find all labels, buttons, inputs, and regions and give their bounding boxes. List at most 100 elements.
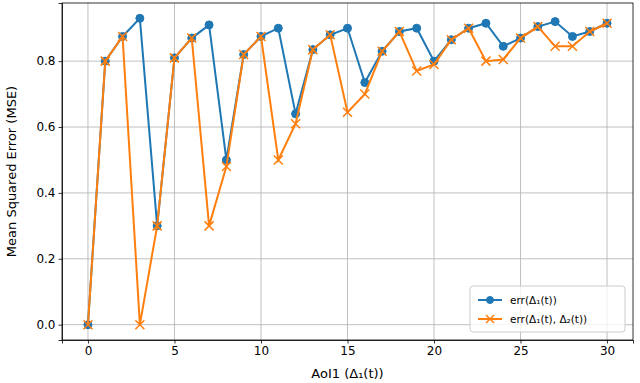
point: [447, 35, 456, 44]
grid-line: [347, 3, 348, 340]
series-line: [88, 18, 607, 324]
marker: [517, 34, 525, 42]
marker: [603, 19, 611, 27]
tick-mark: [607, 340, 608, 344]
y-axis-title: Mean Squared Error (MSE): [4, 86, 19, 257]
marker: [534, 23, 542, 31]
point: [430, 60, 439, 69]
point: [586, 27, 594, 35]
point: [378, 47, 387, 56]
marker: [413, 24, 421, 32]
point: [412, 67, 421, 76]
marker: [256, 32, 265, 41]
point: [187, 34, 196, 43]
tick-mark: [59, 259, 63, 260]
series-group: [83, 14, 611, 329]
point: [482, 19, 490, 27]
marker: [205, 21, 213, 29]
chart: 0510152025300.00.20.40.60.8err(Δ₁(t))err…: [0, 0, 640, 383]
point: [291, 119, 300, 128]
point: [344, 24, 352, 32]
point: [551, 18, 559, 26]
marker: [83, 320, 92, 329]
point: [464, 24, 473, 33]
tick: 25: [513, 340, 528, 358]
point: [205, 21, 213, 29]
tick-label: 0.6: [36, 120, 55, 134]
marker: [568, 32, 576, 40]
point: [118, 32, 127, 41]
marker: [499, 42, 507, 50]
tick: 5: [171, 340, 179, 358]
marker: [153, 221, 162, 230]
tick-mark: [348, 340, 349, 344]
tick-mark: [59, 193, 63, 194]
tick-label: 25: [513, 344, 528, 358]
tick-mark: [59, 325, 63, 326]
tick-mark: [59, 127, 63, 128]
point: [239, 50, 248, 59]
tick: 0.4: [36, 186, 62, 200]
point: [499, 42, 507, 50]
grid-line: [260, 3, 261, 340]
tick-label: 30: [600, 344, 615, 358]
grid-line: [62, 192, 633, 193]
legend-frame: [470, 286, 625, 332]
point: [517, 34, 525, 42]
marker: [481, 57, 490, 66]
marker: [464, 24, 473, 33]
marker: [187, 34, 196, 43]
point: [533, 22, 542, 31]
marker: [395, 27, 403, 35]
legend: err(Δ₁(t))err(Δ₁(t), Δ₂(t)): [470, 286, 625, 332]
tick-label: 0.4: [36, 186, 55, 200]
point: [222, 162, 231, 171]
marker: [568, 42, 577, 51]
tick-label: 20: [427, 344, 442, 358]
tick-mark: [521, 340, 522, 344]
point: [83, 320, 92, 329]
point: [603, 19, 612, 28]
point: [343, 108, 352, 117]
point: [360, 90, 369, 99]
point: [465, 24, 473, 32]
point: [395, 27, 404, 36]
tick: 20: [427, 340, 442, 358]
tick-label: 15: [340, 344, 355, 358]
marker: [291, 119, 300, 128]
point: [516, 34, 525, 43]
point: [603, 19, 611, 27]
plot-frame: [62, 3, 633, 340]
marker: [447, 36, 455, 44]
point: [568, 32, 576, 40]
tick-mark: [59, 61, 63, 62]
point: [135, 320, 144, 329]
point: [499, 55, 508, 64]
tick-label: 0.0: [36, 318, 55, 332]
point: [205, 221, 214, 230]
point: [274, 24, 282, 32]
marker: [378, 47, 387, 56]
marker: [378, 47, 386, 55]
marker: [136, 14, 144, 22]
marker: [135, 320, 144, 329]
point: [585, 27, 594, 36]
point: [308, 45, 317, 54]
marker: [308, 45, 317, 54]
marker: [118, 32, 127, 41]
legend-marker-shape: [486, 315, 494, 323]
marker: [101, 57, 110, 66]
marker: [430, 60, 439, 69]
legend-item: err(Δ₁(t)): [478, 294, 557, 306]
tick: 0.8: [36, 54, 62, 68]
point: [447, 36, 455, 44]
series-line: [88, 23, 607, 324]
point: [395, 27, 403, 35]
marker: [326, 30, 335, 39]
marker: [551, 18, 559, 26]
point: [101, 57, 110, 66]
legend-marker-shape: [487, 297, 494, 304]
marker: [585, 27, 594, 36]
marker: [205, 221, 214, 230]
point: [534, 23, 542, 31]
